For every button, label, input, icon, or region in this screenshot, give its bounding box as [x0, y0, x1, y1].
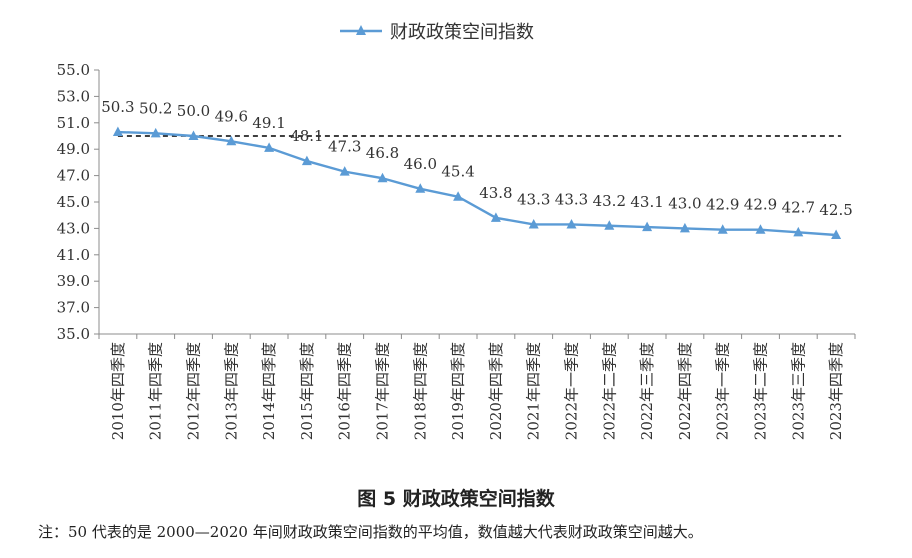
x-tick-label: 2023年四季度 [827, 342, 845, 440]
y-tick-label: 43.0 [57, 219, 90, 237]
data-label: 47.3 [328, 138, 361, 156]
x-tick-label: 2018年四季度 [411, 342, 429, 440]
data-label: 50.0 [177, 102, 210, 120]
data-point-marker [679, 222, 690, 233]
x-tick-label: 2010年四季度 [109, 342, 127, 440]
data-label: 42.5 [819, 201, 852, 219]
data-point-marker [339, 166, 350, 176]
data-label: 42.9 [744, 196, 777, 214]
x-tick-label: 2023年一季度 [714, 342, 732, 440]
y-tick-label: 37.0 [57, 299, 90, 317]
data-label: 50.3 [101, 98, 134, 116]
y-tick-label: 41.0 [57, 246, 90, 264]
data-point-marker [604, 220, 615, 230]
x-tick-label: 2022年一季度 [563, 342, 581, 440]
legend-label: 财政政策空间指数 [390, 22, 534, 43]
y-tick-label: 39.0 [57, 272, 90, 290]
data-point-marker [150, 127, 161, 138]
x-tick-label: 2022年二季度 [600, 342, 618, 440]
x-tick-label: 2013年四季度 [222, 342, 240, 440]
y-tick-label: 49.0 [57, 140, 90, 158]
data-label: 46.8 [366, 144, 399, 162]
data-label: 43.1 [630, 193, 663, 211]
x-tick-label: 2021年四季度 [525, 342, 543, 440]
y-tick-label: 45.0 [57, 193, 90, 211]
data-point-marker [831, 229, 842, 239]
figure-note: 注：50 代表的是 2000—2020 年间财政政策空间指数的平均值，数值越大代… [38, 523, 703, 541]
data-label: 42.7 [782, 198, 815, 216]
series-line [117, 130, 837, 237]
x-tick-label: 2022年四季度 [676, 342, 694, 440]
data-point-marker [490, 212, 501, 222]
data-label: 50.2 [139, 99, 172, 117]
data-point-marker [377, 172, 388, 183]
x-tick-label: 2014年四季度 [260, 342, 278, 440]
x-tick-label: 2023年二季度 [752, 342, 770, 440]
legend: 财政政策空间指数 [340, 22, 534, 43]
data-point-marker [717, 224, 728, 234]
data-label: 42.9 [706, 196, 739, 214]
x-tick-label: 2015年四季度 [298, 342, 316, 440]
x-tick-label: 2020年四季度 [487, 342, 505, 440]
legend-marker [356, 25, 366, 35]
data-point-marker [453, 191, 464, 201]
data-label: 43.3 [517, 190, 550, 208]
x-tick-label: 2022年三季度 [638, 342, 656, 440]
data-point-marker [642, 221, 653, 232]
data-label: 43.2 [593, 192, 626, 210]
data-point-marker [415, 183, 426, 193]
y-tick-label: 55.0 [57, 61, 90, 79]
figure-caption: 图 5 财政政策空间指数 [357, 488, 555, 510]
y-tick-label: 35.0 [57, 325, 90, 343]
data-label: 43.0 [668, 194, 701, 212]
data-point-marker [528, 218, 539, 229]
data-point-marker [112, 126, 123, 137]
x-tick-label: 2019年四季度 [449, 342, 467, 440]
data-label: 49.6 [215, 107, 248, 125]
x-tick-label: 2011年四季度 [147, 342, 165, 440]
x-tick-label: 2023年三季度 [789, 342, 807, 440]
data-point-marker [755, 224, 766, 234]
data-label: 48.1 [290, 127, 323, 145]
data-point-marker [793, 226, 804, 237]
data-label: 46.0 [404, 155, 437, 173]
data-point-marker [301, 155, 312, 166]
data-point-marker [264, 142, 275, 152]
data-point-marker [566, 218, 577, 229]
data-label: 45.4 [441, 163, 474, 181]
data-label: 49.1 [252, 114, 285, 132]
y-tick-label: 47.0 [57, 167, 90, 185]
line-chart: 35.0 37.0 39.0 41.0 43.0 45.0 47.0 49.0 51.0 53.0… [57, 22, 856, 440]
x-tick-label: 2016年四季度 [336, 342, 354, 440]
x-tick-label: 2012年四季度 [185, 342, 203, 440]
data-point-marker [226, 135, 237, 146]
data-label: 43.3 [555, 190, 588, 208]
y-tick-label: 53.0 [57, 87, 90, 105]
x-tick-label: 2017年四季度 [374, 342, 392, 440]
data-point-marker [188, 130, 199, 140]
data-label: 43.8 [479, 184, 512, 202]
y-tick-label: 51.0 [57, 114, 90, 132]
